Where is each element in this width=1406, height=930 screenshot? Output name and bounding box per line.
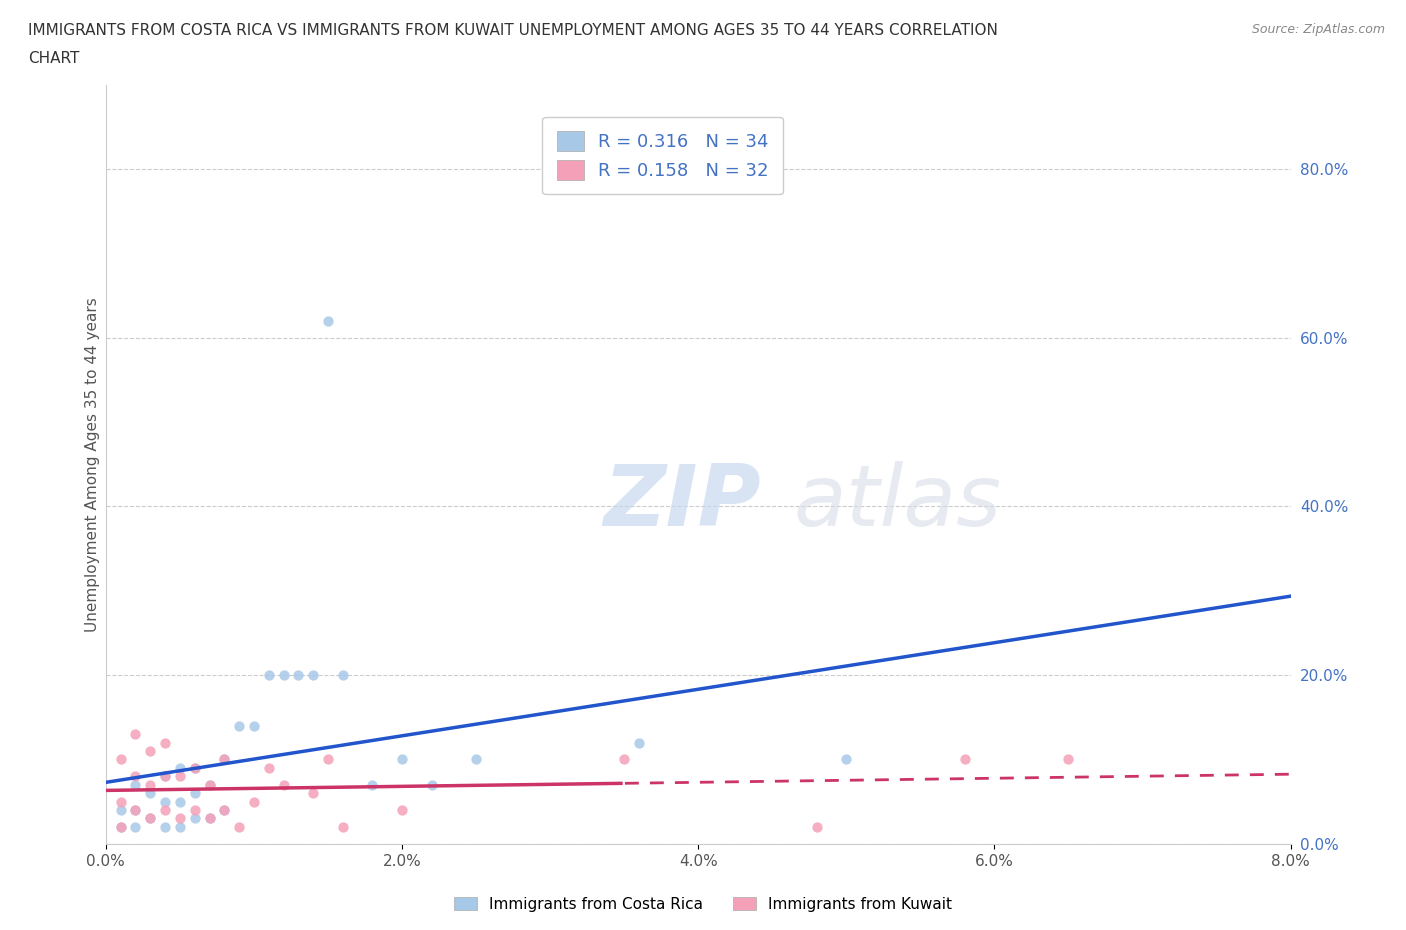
Point xyxy=(124,769,146,784)
Point xyxy=(302,786,325,801)
Point xyxy=(420,777,443,792)
Point xyxy=(169,819,191,834)
Point xyxy=(198,811,221,826)
Point xyxy=(806,819,828,834)
Text: atlas: atlas xyxy=(793,460,1001,544)
Point xyxy=(124,777,146,792)
Point xyxy=(153,769,176,784)
Point xyxy=(627,735,650,750)
Point xyxy=(124,803,146,817)
Point xyxy=(198,777,221,792)
Point xyxy=(273,777,295,792)
Point xyxy=(953,752,976,767)
Point xyxy=(169,761,191,776)
Point xyxy=(169,811,191,826)
Point xyxy=(124,819,146,834)
Point xyxy=(139,744,162,759)
Point xyxy=(214,803,236,817)
Point xyxy=(153,769,176,784)
Point xyxy=(257,761,280,776)
Point xyxy=(332,668,354,683)
Point xyxy=(198,777,221,792)
Point xyxy=(214,752,236,767)
Point xyxy=(110,819,132,834)
Point xyxy=(465,752,488,767)
Point xyxy=(183,761,205,776)
Point xyxy=(110,803,132,817)
Point xyxy=(287,668,309,683)
Point xyxy=(243,718,266,733)
Point xyxy=(316,752,339,767)
Point xyxy=(153,803,176,817)
Point xyxy=(316,313,339,328)
Point xyxy=(169,769,191,784)
Y-axis label: Unemployment Among Ages 35 to 44 years: Unemployment Among Ages 35 to 44 years xyxy=(86,297,100,631)
Point xyxy=(139,777,162,792)
Point xyxy=(169,794,191,809)
Point xyxy=(228,718,250,733)
Point xyxy=(183,803,205,817)
Text: IMMIGRANTS FROM COSTA RICA VS IMMIGRANTS FROM KUWAIT UNEMPLOYMENT AMONG AGES 35 : IMMIGRANTS FROM COSTA RICA VS IMMIGRANTS… xyxy=(28,23,998,38)
Point xyxy=(153,735,176,750)
Point xyxy=(214,752,236,767)
Point xyxy=(124,726,146,741)
Point xyxy=(198,811,221,826)
Text: CHART: CHART xyxy=(28,51,80,66)
Point xyxy=(153,819,176,834)
Point xyxy=(835,752,858,767)
Point xyxy=(139,786,162,801)
Point xyxy=(228,819,250,834)
Point xyxy=(183,786,205,801)
Point xyxy=(110,794,132,809)
Point xyxy=(110,752,132,767)
Point xyxy=(361,777,384,792)
Point xyxy=(153,794,176,809)
Legend: R = 0.316   N = 34, R = 0.158   N = 32: R = 0.316 N = 34, R = 0.158 N = 32 xyxy=(543,116,783,194)
Point xyxy=(183,761,205,776)
Point xyxy=(183,811,205,826)
Text: Source: ZipAtlas.com: Source: ZipAtlas.com xyxy=(1251,23,1385,36)
Point xyxy=(243,794,266,809)
Point xyxy=(1057,752,1080,767)
Point xyxy=(273,668,295,683)
Point xyxy=(391,803,413,817)
Point xyxy=(214,803,236,817)
Point xyxy=(139,811,162,826)
Point xyxy=(302,668,325,683)
Point xyxy=(332,819,354,834)
Point xyxy=(613,752,636,767)
Point xyxy=(139,811,162,826)
Point xyxy=(124,803,146,817)
Text: ZIP: ZIP xyxy=(603,460,761,544)
Point xyxy=(257,668,280,683)
Point xyxy=(391,752,413,767)
Legend: Immigrants from Costa Rica, Immigrants from Kuwait: Immigrants from Costa Rica, Immigrants f… xyxy=(447,890,959,918)
Point xyxy=(110,819,132,834)
